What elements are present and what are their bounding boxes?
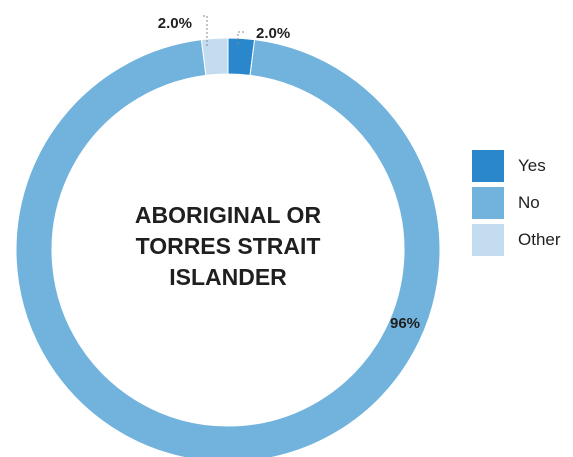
chart-title-line-2: TORRES STRAIT <box>135 233 321 259</box>
data-label-other: 2.0% <box>158 15 192 32</box>
leader-line-yes <box>237 31 245 44</box>
legend-swatch-yes <box>472 150 504 182</box>
legend-label-no: No <box>518 193 540 212</box>
legend-label-other: Other <box>518 230 561 249</box>
leader-line-other <box>203 15 208 48</box>
data-label-no: 96% <box>390 315 420 332</box>
slice-other <box>200 37 229 76</box>
legend-swatch-other <box>472 224 504 256</box>
legend: Yes No Other <box>472 149 561 260</box>
legend-item-other: Other <box>472 223 561 257</box>
legend-item-yes: Yes <box>472 149 561 183</box>
chart-title-line-3: ISLANDER <box>169 264 287 290</box>
chart-title: ABORIGINAL OR TORRES STRAIT ISLANDER <box>78 200 378 293</box>
legend-label-yes: Yes <box>518 156 546 175</box>
chart-title-line-1: ABORIGINAL OR <box>134 202 322 228</box>
legend-swatch-no <box>472 187 504 219</box>
legend-item-no: No <box>472 186 561 220</box>
data-label-yes: 2.0% <box>256 25 290 42</box>
slice-no <box>15 39 441 457</box>
